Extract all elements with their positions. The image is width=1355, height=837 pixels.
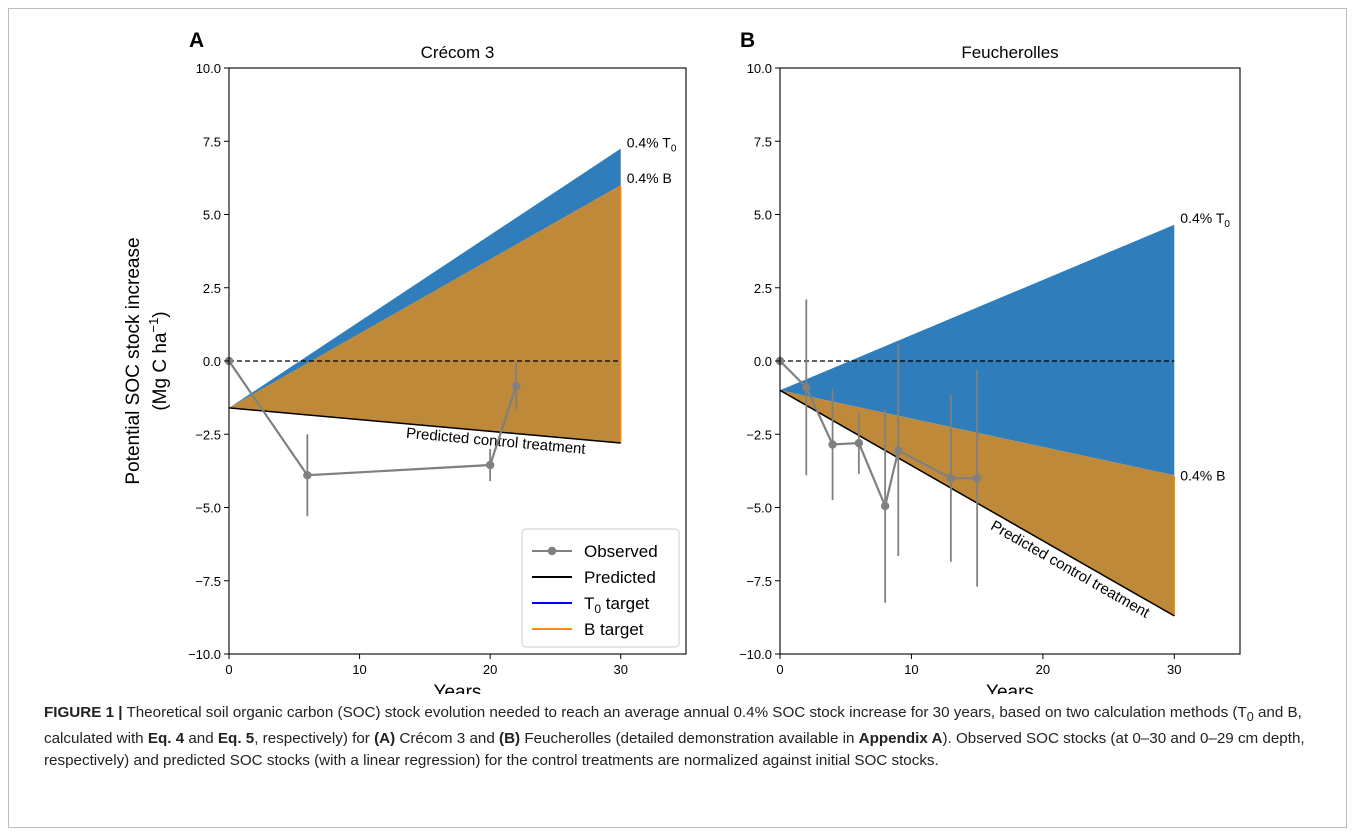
y-axis-label: Potential SOC stock increase <box>123 237 144 484</box>
t0-target-area <box>780 224 1175 476</box>
y-tick-label: −2.5 <box>746 427 772 442</box>
chart-panel-b: Predicted control treatment10.07.55.02.5… <box>739 29 1241 694</box>
legend-box <box>521 528 680 648</box>
observed-line <box>228 360 518 477</box>
figure-caption: FIGURE 1 | Theoretical soil organic carb… <box>44 702 1334 772</box>
caption-text-2: and B, calculated with <box>44 704 1302 748</box>
x-tick-label: 0 <box>225 662 232 677</box>
predicted-control-line <box>228 407 621 444</box>
t0-subscript: 0 <box>671 144 677 155</box>
observed-line <box>779 360 978 510</box>
caption-text-4: , respectively) for <box>254 730 375 748</box>
y-tick-label: 7.5 <box>203 134 221 149</box>
observed-point <box>512 381 521 391</box>
chart-title: Crécom 3 <box>421 43 495 62</box>
panel-label: A <box>189 29 204 52</box>
observed-point <box>946 474 956 483</box>
observed-point <box>485 460 495 470</box>
y-tick-label: 2.5 <box>754 281 772 296</box>
caption-text-6: Feucherolles (detailed demonstration ava… <box>520 730 859 748</box>
y-tick-label: 7.5 <box>754 134 772 149</box>
observed-point <box>894 446 903 455</box>
caption-text-3: and <box>184 730 218 748</box>
y-tick-label: 2.5 <box>203 281 221 296</box>
y-tick-label: −7.5 <box>746 574 772 589</box>
t0-target-label: 0.4% T0 <box>627 135 677 155</box>
b-target-label: 0.4% B <box>1180 467 1225 483</box>
caption-text-1: Theoretical soil organic carbon (SOC) st… <box>122 704 1247 721</box>
caption-subscript: 0 <box>1246 710 1254 725</box>
t0-target-label: 0.4% T0 <box>1180 210 1230 230</box>
caption-panel-b-ref: (B) <box>499 730 521 748</box>
chart-panel-a: Predicted control treatment10.07.55.02.5… <box>123 29 687 694</box>
legend-observed-label: Observed <box>584 542 658 561</box>
y-tick-label: 0.0 <box>754 354 772 369</box>
x-tick-label: 10 <box>904 662 918 677</box>
x-tick-label: 30 <box>1167 662 1181 677</box>
y-tick-label: 10.0 <box>747 61 772 76</box>
y-tick-label: 5.0 <box>754 208 772 223</box>
y-tick-label: 0.0 <box>203 354 221 369</box>
chart-title: Feucherolles <box>961 43 1058 62</box>
y-tick-label: −5.0 <box>195 501 221 516</box>
legend-observed-marker <box>547 546 557 556</box>
x-tick-label: 10 <box>352 662 366 677</box>
x-tick-label: 0 <box>776 662 783 677</box>
caption-text-5: Crécom 3 and <box>395 730 500 748</box>
x-axis-label: Years <box>986 682 1034 694</box>
legend-t0-subscript: 0 <box>594 602 601 616</box>
observed-point <box>828 440 837 449</box>
y-unit-text: (Mg C ha <box>150 332 171 411</box>
t0-subscript: 0 <box>1224 219 1230 230</box>
legend-b-target-label: B target <box>584 620 644 639</box>
observed-point <box>303 471 312 480</box>
y-tick-label: −5.0 <box>746 501 772 516</box>
legend-predicted-label: Predicted <box>584 568 656 587</box>
y-tick-label: −10.0 <box>188 647 221 662</box>
x-tick-label: 20 <box>1036 662 1050 677</box>
y-tick-label: 10.0 <box>196 61 221 76</box>
observed-point <box>802 383 811 392</box>
observed-point <box>972 474 982 483</box>
x-tick-label: 20 <box>483 662 497 677</box>
legend: Observed Predicted T0 target B target <box>521 528 680 648</box>
observed-point <box>854 438 864 448</box>
b-target-label: 0.4% B <box>627 170 672 186</box>
y-tick-label: 5.0 <box>203 208 221 223</box>
caption-eq5-ref[interactable]: Eq. 5 <box>217 730 255 748</box>
y-tick-label: −10.0 <box>739 647 772 662</box>
x-axis-label: Years <box>434 682 482 694</box>
figure-panels: Predicted control treatment10.07.55.02.5… <box>123 29 1241 694</box>
figure-frame: Predicted control treatment 10.0 7.5 5.0 2.5… <box>8 8 1347 828</box>
y-tick-label: −2.5 <box>195 427 221 442</box>
y-axis-unit: (Mg C ha−1) <box>146 311 171 410</box>
x-tick-label: 30 <box>613 662 627 677</box>
caption-panel-a-ref: (A) <box>374 730 396 748</box>
panel-label: B <box>740 29 755 52</box>
b-target-area <box>229 185 621 444</box>
caption-figure-label: FIGURE 1 | <box>44 704 123 721</box>
caption-appendix-ref[interactable]: Appendix A <box>858 730 943 748</box>
y-unit-close: ) <box>150 311 171 317</box>
caption-eq4-ref[interactable]: Eq. 4 <box>147 730 185 748</box>
observed-point <box>880 501 890 511</box>
caption-text-7: ). Observed SOC stocks (at 0–30 and 0–29… <box>44 730 1305 770</box>
y-tick-label: −7.5 <box>195 574 221 589</box>
y-unit-superscript: −1 <box>146 318 161 333</box>
legend-t0-suffix: target <box>601 594 649 613</box>
legend-t0-target-label: T0 target <box>584 594 650 616</box>
